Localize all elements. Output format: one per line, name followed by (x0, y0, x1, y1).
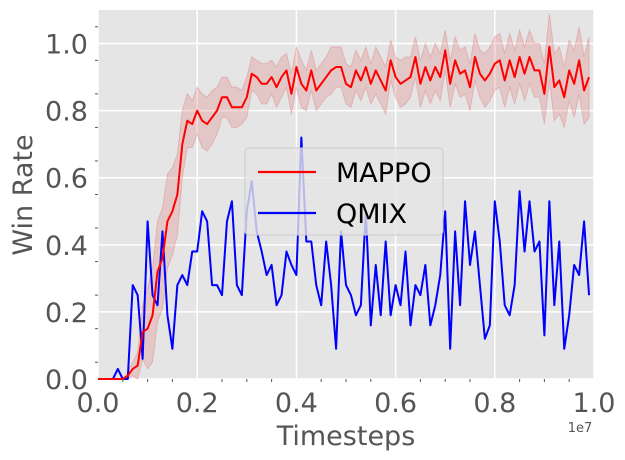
series-line-qmix (98, 136, 591, 380)
y-axis-label: Win Rate (8, 134, 39, 255)
x-tick-label: 0.2 (176, 388, 219, 419)
x-tick-label: 1.0 (573, 388, 616, 419)
series-line-mappo (98, 45, 590, 380)
legend-label-mappo: MAPPO (336, 158, 432, 189)
legend: MAPPO QMIX (244, 147, 444, 236)
series-lines (98, 45, 591, 380)
y-tick-label: 0.0 (45, 365, 88, 396)
y-tick-label: 0.6 (45, 164, 88, 195)
y-tick-label: 0.8 (45, 97, 88, 128)
x-tick-label: 0.8 (473, 388, 516, 419)
legend-label-qmix: QMIX (336, 199, 407, 230)
x-tick-label: 0.4 (275, 388, 318, 419)
y-tick-label: 0.4 (45, 231, 88, 262)
x-axis-label: Timesteps (276, 421, 416, 452)
y-tick-label: 1.0 (45, 30, 88, 61)
x-tick-label: 0.0 (77, 388, 120, 419)
axis-ticks: 0.0 0.2 0.4 0.6 0.8 1.0 0.0 0.2 0.4 0.6 0.8 1.0 (45, 26, 616, 419)
x-tick-label: 0.6 (374, 388, 417, 419)
y-tick-label: 0.2 (45, 298, 88, 329)
x-axis-offset-label: 1e7 (568, 421, 593, 436)
